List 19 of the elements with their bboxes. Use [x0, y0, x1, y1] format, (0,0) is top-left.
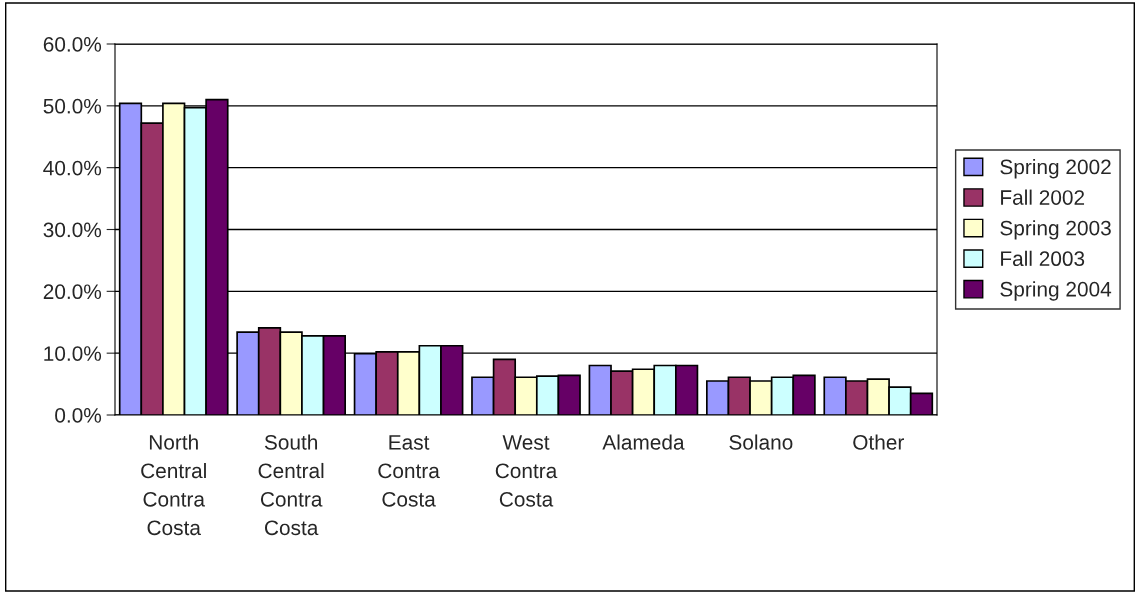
x-tick-label: West Contra Costa [495, 435, 558, 507]
x-tick-label: North Central Contra Costa [141, 434, 206, 536]
x-tick-label: Other [853, 434, 904, 450]
y-tick-label: 0.0% [55, 408, 102, 423]
legend-label: Spring 2003 [1000, 220, 1111, 240]
legend-label: Spring 2002 [1000, 159, 1111, 179]
y-tick-label: 50.0% [43, 98, 102, 114]
x-tick-label: Solano [729, 434, 793, 450]
y-tick-label: 20.0% [43, 284, 102, 300]
y-tick-label: 10.0% [44, 346, 102, 361]
x-tick-label: Alameda [602, 434, 685, 450]
legend-label: Fall 2003 [1001, 250, 1085, 267]
y-tick-label: 60.0% [43, 37, 102, 52]
y-tick-label: 40.0% [43, 160, 102, 176]
y-tick-label: 30.0% [43, 222, 102, 238]
legend-label: Fall 2002 [1001, 189, 1085, 205]
x-tick-label: East Contra Costa [378, 435, 440, 507]
x-tick-label: South Central Contra Costa [258, 434, 324, 536]
legend-label: Spring 2004 [1000, 281, 1112, 301]
